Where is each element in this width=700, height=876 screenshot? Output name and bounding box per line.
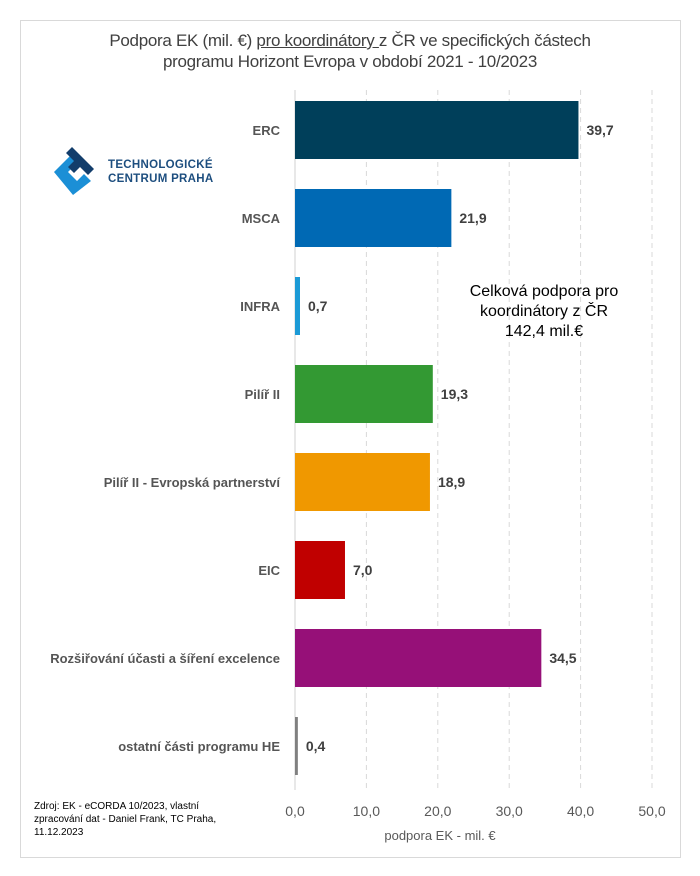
tick-labels: 0,0 10,0 20,0 30,0 40,0 50,0: [285, 803, 666, 819]
logo: TECHNOLOGICKÉ CENTRUM PRAHA: [52, 147, 222, 197]
category-label: Pilíř II - Evropská partnerství: [104, 475, 281, 490]
source-line-1: Zdroj: EK - eCORDA 10/2023, vlastní: [34, 801, 200, 812]
logo-text: TECHNOLOGICKÉ CENTRUM PRAHA: [108, 158, 213, 186]
chart-frame: [20, 20, 681, 858]
value-label: 7,0: [353, 562, 373, 578]
value-label: 21,9: [459, 210, 486, 226]
bar: [295, 101, 579, 159]
value-labels: 39,7 21,9 0,7 19,3 18,9 7,0 34,5 0,4: [306, 122, 614, 754]
category-label: ERC: [253, 123, 281, 138]
x-tick-label: 0,0: [285, 803, 305, 819]
total-note-line-1: Celková podpora pro: [469, 283, 619, 300]
bar: [295, 189, 452, 247]
bar: [295, 453, 430, 511]
category-label: INFRA: [240, 299, 280, 314]
total-note: Celková podpora pro koordinátory z ČR 14…: [459, 282, 629, 342]
value-label: 0,7: [308, 298, 328, 314]
bars: [295, 101, 579, 775]
total-note-line-3: 142,4 mil.€: [504, 323, 584, 340]
title-part-1: Podpora EK (mil. €): [109, 31, 257, 50]
title-underlined: pro koordinátory: [256, 31, 379, 50]
x-tick-label: 20,0: [424, 803, 451, 819]
x-tick-label: 40,0: [567, 803, 594, 819]
value-label: 39,7: [586, 122, 613, 138]
value-label: 18,9: [438, 474, 465, 490]
x-axis-title: podpora EK - mil. €: [384, 828, 496, 843]
category-label: EIC: [258, 563, 280, 578]
value-label: 19,3: [441, 386, 468, 402]
category-label: ostatní části programu HE: [118, 739, 280, 754]
source-note: Zdroj: EK - eCORDA 10/2023, vlastní zpra…: [34, 800, 264, 839]
value-label: 0,4: [306, 738, 326, 754]
category-labels: ERC MSCA INFRA Pilíř II Pilíř II - Evropská …: [50, 123, 280, 754]
total-note-line-2: koordinátory z ČR: [479, 303, 609, 320]
logo-line-2: CENTRUM PRAHA: [108, 173, 214, 185]
logo-mark-icon: [54, 147, 94, 195]
bar: [295, 629, 542, 687]
bar: [295, 717, 298, 775]
source-line-2: zpracování dat - Daniel Frank, TC Praha,: [34, 814, 217, 825]
category-label: Rozšiřování účasti a šíření excelence: [50, 651, 280, 666]
x-tick-label: 50,0: [638, 803, 665, 819]
chart-title: Podpora EK (mil. €) pro koordinátory z Č…: [0, 30, 700, 72]
category-label: Pilíř II: [245, 387, 280, 402]
bar: [295, 541, 345, 599]
title-line-2: programu Horizont Evropa v období 2021 -…: [162, 52, 537, 71]
bar: [295, 365, 433, 423]
category-label: MSCA: [242, 211, 281, 226]
value-label: 34,5: [549, 650, 576, 666]
source-line-3: 11.12.2023: [34, 827, 84, 838]
logo-line-1: TECHNOLOGICKÉ: [108, 159, 213, 171]
x-tick-label: 30,0: [496, 803, 523, 819]
title-part-2: z ČR ve specifických částech: [378, 31, 591, 50]
bar: [295, 277, 300, 335]
x-tick-label: 10,0: [353, 803, 380, 819]
